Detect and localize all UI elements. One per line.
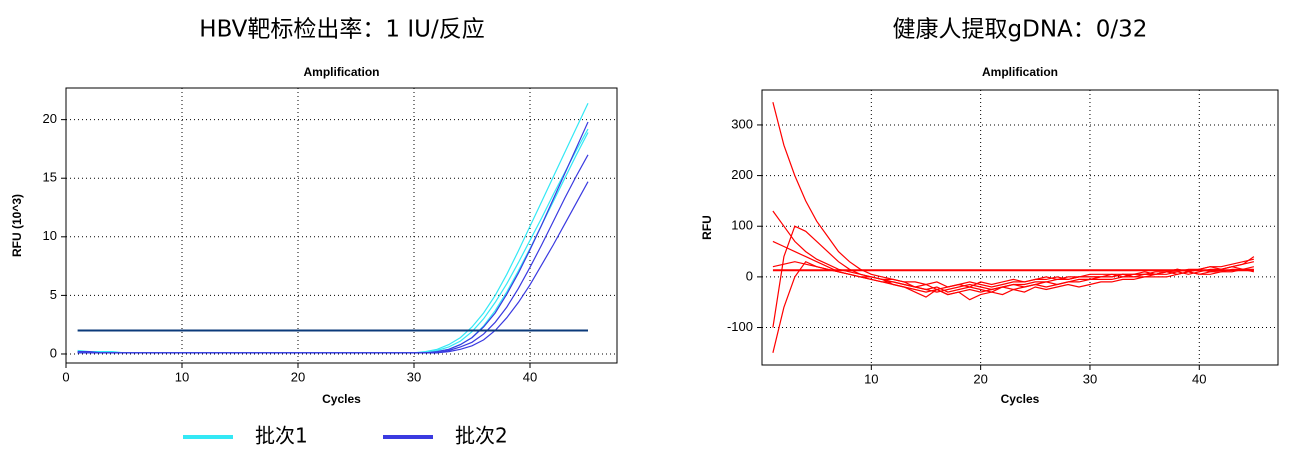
x-tick-label: 30 bbox=[407, 369, 421, 384]
x-tick-label: 10 bbox=[175, 369, 189, 384]
y-axis-label: RFU bbox=[700, 215, 714, 240]
y-tick-label: 20 bbox=[43, 111, 57, 126]
curve bbox=[772, 210, 1255, 301]
chart-title: Amplification bbox=[982, 65, 1058, 79]
legend-label: 批次2 bbox=[455, 424, 508, 448]
y-tick-label: 15 bbox=[43, 170, 57, 185]
y-tick-label: 300 bbox=[731, 116, 753, 131]
legend-label: 批次1 bbox=[255, 424, 308, 448]
y-tick-label: 100 bbox=[731, 218, 753, 233]
y-tick-label: -100 bbox=[727, 319, 753, 334]
x-tick-label: 30 bbox=[1083, 371, 1097, 386]
x-axis-label: Cycles bbox=[1001, 392, 1040, 406]
y-tick-label: 5 bbox=[50, 287, 57, 302]
y-tick-label: 0 bbox=[50, 345, 57, 360]
x-axis-label: Cycles bbox=[322, 392, 361, 406]
y-tick-label: 0 bbox=[746, 268, 753, 283]
y-tick-label: 10 bbox=[43, 228, 57, 243]
curve bbox=[77, 181, 589, 354]
plot-area bbox=[761, 89, 1279, 366]
x-tick-label: 0 bbox=[62, 369, 69, 384]
chart-heading: 健康人提取gDNA：0/32 bbox=[893, 17, 1148, 43]
chart-title: Amplification bbox=[303, 65, 379, 79]
y-axis-label: RFU (10^3) bbox=[10, 194, 24, 257]
plot-area bbox=[65, 87, 618, 364]
x-tick-label: 20 bbox=[973, 371, 987, 386]
x-tick-label: 20 bbox=[291, 369, 305, 384]
x-tick-label: 10 bbox=[864, 371, 878, 386]
x-tick-label: 40 bbox=[1192, 371, 1206, 386]
x-tick-label: 40 bbox=[523, 369, 537, 384]
chart-heading: HBV靶标检出率：1 IU/反应 bbox=[199, 17, 484, 43]
y-tick-label: 200 bbox=[731, 167, 753, 182]
